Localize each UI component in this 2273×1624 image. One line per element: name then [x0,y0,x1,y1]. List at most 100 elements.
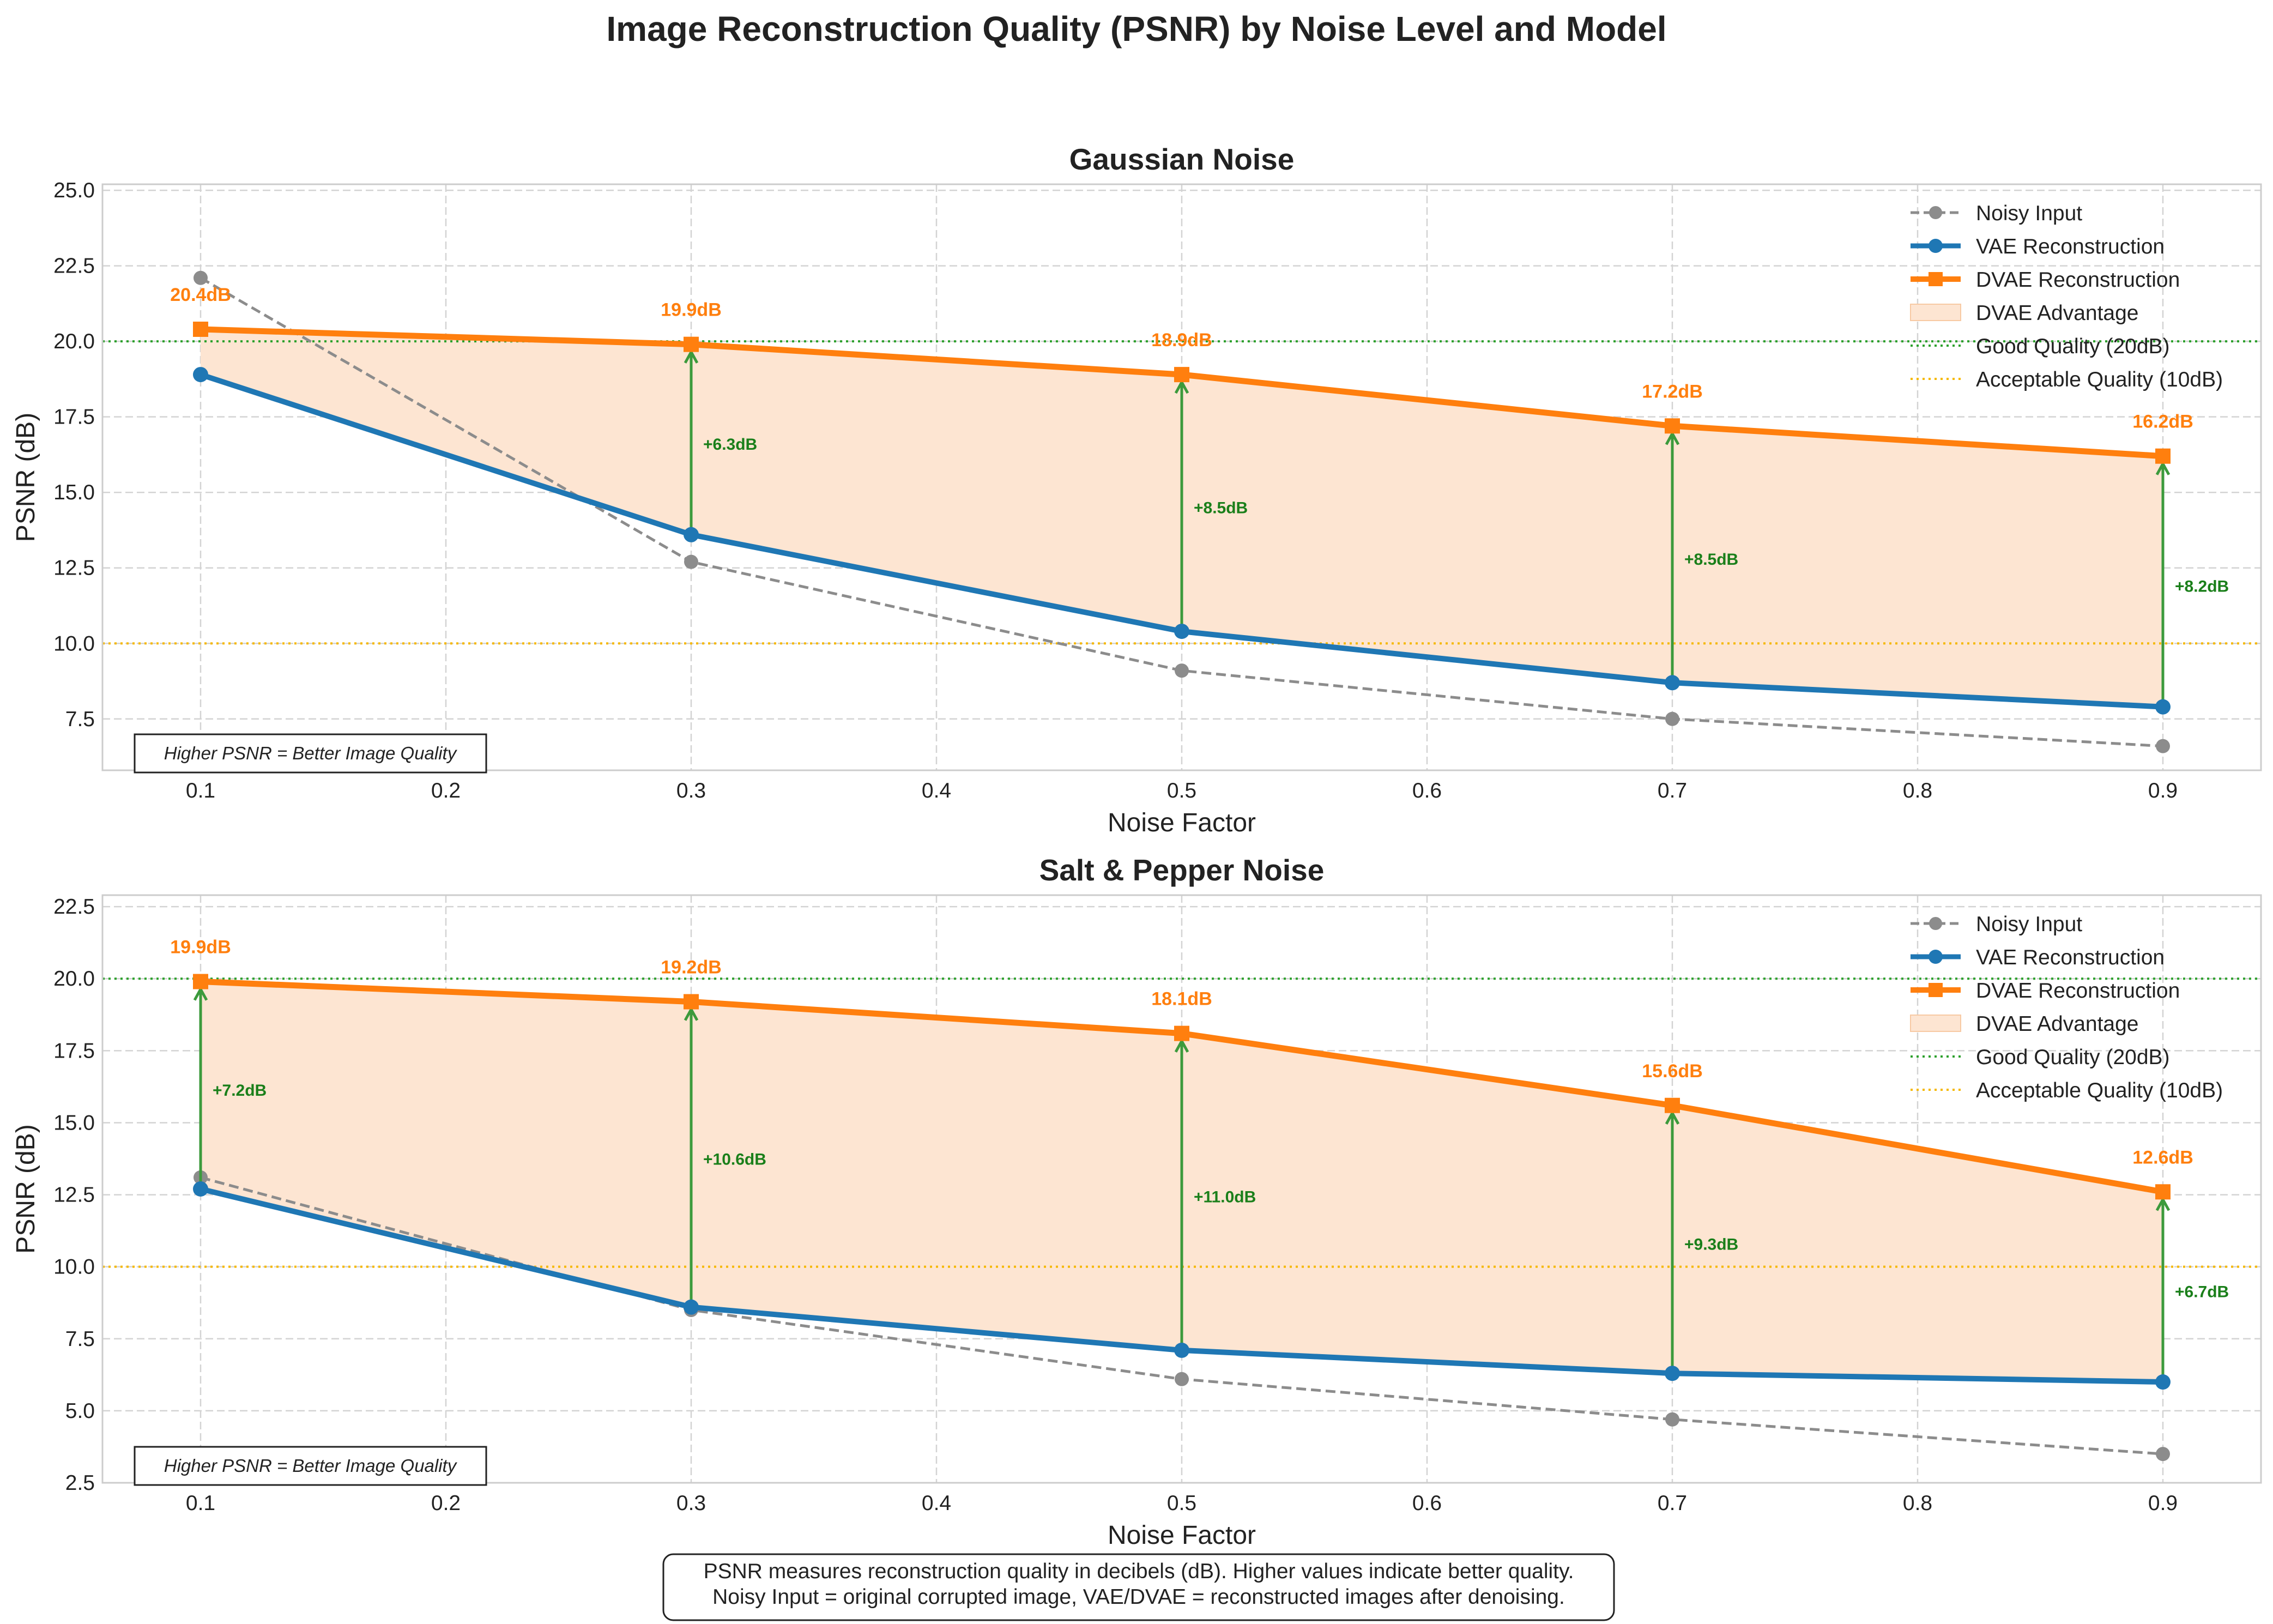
x-tick-label: 0.5 [1167,779,1196,802]
dvae-reconstruction-point [684,994,699,1010]
dvae-reconstruction-point [1665,1097,1680,1113]
x-tick-label: 0.7 [1658,1492,1687,1515]
vae-reconstruction-point [193,1181,208,1197]
legend-label: DVAE Advantage [1976,1012,2138,1036]
dvae-reconstruction-point [2155,448,2171,464]
dvae-value-label: 15.6dB [1642,1061,1703,1082]
improvement-label: +10.6dB [703,1151,766,1169]
panel-title: Salt & Pepper Noise [1039,853,1325,887]
y-tick-label: 22.5 [53,895,95,919]
note-text: Higher PSNR = Better Image Quality [164,743,458,763]
noisy-input-point [2156,1447,2170,1462]
legend-noisy-marker [1929,206,1942,219]
legend-label: Good Quality (20dB) [1976,335,2170,358]
dvae-value-label: 12.6dB [2132,1147,2193,1168]
y-tick-label: 12.5 [53,1184,95,1207]
figure-title: Image Reconstruction Quality (PSNR) by N… [606,9,1666,49]
y-tick-label: 7.5 [65,708,95,731]
x-tick-label: 0.4 [922,779,951,802]
vae-reconstruction-point [193,367,208,383]
footnote-frame [662,1553,1615,1621]
y-axis-label: PSNR (dB) [11,413,40,542]
x-tick-label: 0.1 [186,779,215,802]
noisy-input-point [1665,711,1679,726]
y-tick-label: 12.5 [53,557,95,580]
improvement-label: +6.3dB [703,436,757,454]
y-tick-label: 20.0 [53,330,95,353]
x-tick-label: 0.7 [1658,779,1687,802]
x-tick-label: 0.1 [186,1492,215,1515]
legend-noisy-marker [1929,917,1942,930]
noisy-input-point [194,270,208,285]
dvae-value-label: 19.9dB [170,937,231,958]
improvement-label: +11.0dB [1194,1188,1256,1206]
improvement-label: +8.5dB [1684,551,1738,569]
dvae-reconstruction-point [1665,418,1680,434]
x-tick-label: 0.9 [2148,779,2178,802]
noisy-input-point [1175,663,1189,678]
improvement-label: +9.3dB [1684,1235,1738,1253]
legend-advantage-swatch [1910,304,1961,321]
y-tick-label: 5.0 [65,1399,95,1423]
legend-label: DVAE Advantage [1976,301,2138,325]
x-axis-label: Noise Factor [1108,1521,1256,1550]
y-tick-label: 10.0 [53,1255,95,1279]
y-tick-label: 17.5 [53,1039,95,1062]
dvae-value-label: 19.2dB [661,957,722,978]
y-axis-label: PSNR (dB) [11,1124,40,1253]
dvae-reconstruction-point [684,336,699,352]
noisy-input-point [1665,1412,1679,1427]
legend-vae-marker [1929,950,1943,964]
legend-label: DVAE Reconstruction [1976,268,2180,292]
chart-panel-1: +6.3dB +8.5dB +8.5dB +8.2dB 20.4dB 19.9dB 18.9… [11,142,2262,837]
legend-advantage-swatch [1910,1015,1961,1032]
note-box: Higher PSNR = Better Image Quality [134,1446,487,1486]
improvement-label: +6.7dB [2175,1283,2229,1301]
dvae-reconstruction-point [193,974,208,989]
vae-reconstruction-point [684,527,699,542]
chart-panel-2: +7.2dB +10.6dB +11.0dB +9.3dB +6.7dB 19.9dB 19… [11,853,2262,1550]
x-tick-label: 0.4 [922,1492,951,1515]
footnote-line-2: Noisy Input = original corrupted image, … [712,1585,1565,1609]
y-tick-label: 2.5 [65,1471,95,1495]
improvement-label: +8.2dB [2175,578,2229,596]
note-frame [134,733,487,774]
vae-reconstruction-point [1174,624,1189,639]
footnote-line-1: PSNR measures reconstruction quality in … [704,1560,1574,1583]
noisy-input-point [684,554,698,569]
x-tick-label: 0.8 [1903,1492,1932,1515]
dvae-reconstruction-point [1174,367,1189,383]
note-text: Higher PSNR = Better Image Quality [164,1456,458,1476]
dvae-value-label: 16.2dB [2132,412,2193,432]
legend: Noisy Input VAE Reconstruction DVAE Recons… [1910,913,2223,1102]
legend-label: Noisy Input [1976,913,2082,936]
x-tick-label: 0.3 [676,1492,706,1515]
footnote-box: PSNR measures reconstruction quality in … [662,1553,1615,1621]
legend-label: Acceptable Quality (10dB) [1976,368,2223,391]
legend-label: Good Quality (20dB) [1976,1046,2170,1069]
dvae-value-label: 19.9dB [661,300,722,321]
vae-reconstruction-point [2155,699,2171,715]
x-tick-label: 0.5 [1167,1492,1196,1515]
panel-title: Gaussian Noise [1069,142,1295,176]
note-frame [134,1446,487,1486]
dvae-value-label: 17.2dB [1642,381,1703,402]
dvae-reconstruction-point [1174,1025,1189,1041]
noisy-input-point [2156,739,2170,753]
vae-reconstruction-point [684,1299,699,1315]
dvae-reconstruction-point [193,321,208,337]
x-axis-label: Noise Factor [1108,808,1256,837]
x-tick-label: 0.6 [1412,779,1442,802]
x-tick-label: 0.2 [431,1492,461,1515]
x-tick-label: 0.3 [676,779,706,802]
legend-label: VAE Reconstruction [1976,235,2165,258]
improvement-label: +8.5dB [1194,499,1248,517]
noisy-input-point [1175,1372,1189,1386]
y-tick-label: 25.0 [53,179,95,202]
improvement-label: +7.2dB [213,1082,267,1100]
dvae-value-label: 18.9dB [1151,330,1212,351]
legend-vae-marker [1929,239,1943,253]
legend-label: Acceptable Quality (10dB) [1976,1079,2223,1102]
x-tick-label: 0.9 [2148,1492,2178,1515]
